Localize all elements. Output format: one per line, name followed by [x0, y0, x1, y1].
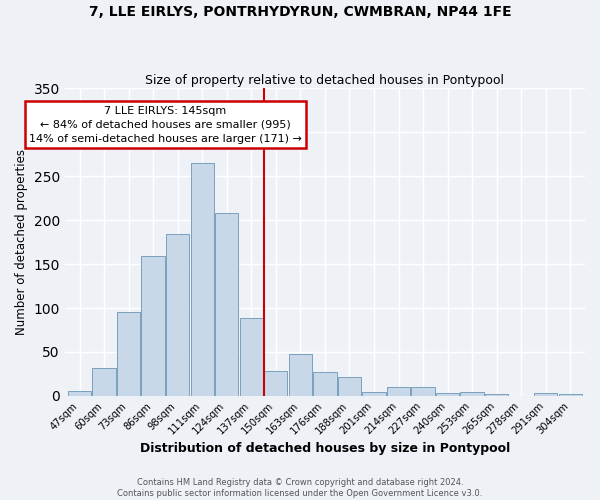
Y-axis label: Number of detached properties: Number of detached properties: [15, 149, 28, 335]
Bar: [460, 392, 484, 396]
Text: 7 LLE EIRLYS: 145sqm
← 84% of detached houses are smaller (995)
14% of semi-deta: 7 LLE EIRLYS: 145sqm ← 84% of detached h…: [29, 106, 302, 144]
Text: 7, LLE EIRLYS, PONTRHYDYRUN, CWMBRAN, NP44 1FE: 7, LLE EIRLYS, PONTRHYDYRUN, CWMBRAN, NP…: [89, 5, 511, 19]
Bar: [215, 213, 238, 396]
Bar: [559, 394, 582, 396]
Text: Contains HM Land Registry data © Crown copyright and database right 2024.
Contai: Contains HM Land Registry data © Crown c…: [118, 478, 482, 498]
Bar: [68, 390, 91, 396]
Bar: [191, 163, 214, 396]
Bar: [166, 234, 190, 396]
Bar: [117, 312, 140, 396]
Bar: [412, 387, 435, 396]
Bar: [387, 387, 410, 396]
Bar: [289, 354, 312, 396]
Bar: [436, 394, 459, 396]
Bar: [313, 372, 337, 396]
Title: Size of property relative to detached houses in Pontypool: Size of property relative to detached ho…: [145, 74, 505, 87]
Bar: [485, 394, 508, 396]
Bar: [264, 372, 287, 396]
Bar: [239, 318, 263, 396]
Bar: [338, 376, 361, 396]
X-axis label: Distribution of detached houses by size in Pontypool: Distribution of detached houses by size …: [140, 442, 510, 455]
Bar: [92, 368, 116, 396]
Bar: [362, 392, 386, 396]
Bar: [142, 256, 165, 396]
Bar: [534, 394, 557, 396]
